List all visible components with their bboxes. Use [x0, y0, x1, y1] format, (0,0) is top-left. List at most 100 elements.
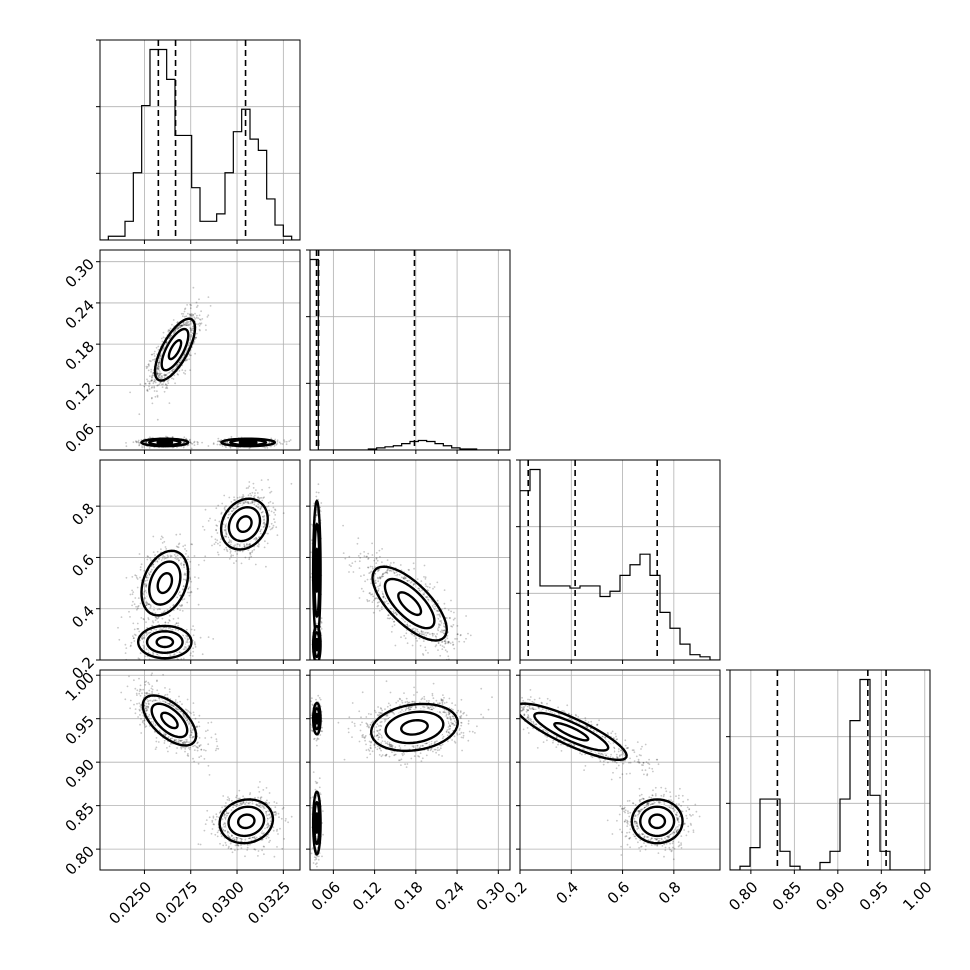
scatter-point — [132, 591, 135, 593]
scatter-point — [360, 575, 362, 577]
scatter-point — [147, 632, 150, 635]
scatter-point — [146, 627, 148, 629]
scatter-point — [157, 369, 159, 371]
scatter-point — [438, 613, 441, 616]
scatter-point — [251, 491, 254, 494]
scatter-point — [228, 539, 231, 541]
scatter-point — [173, 331, 176, 334]
scatter-point — [143, 590, 146, 593]
scatter-point — [178, 361, 181, 364]
density-contour — [156, 572, 174, 595]
scatter-point — [138, 443, 141, 446]
scatter-point — [238, 545, 241, 547]
scatter-point — [180, 562, 183, 565]
scatter-point — [173, 667, 175, 669]
scatter-point — [209, 305, 212, 307]
scatter-point — [194, 646, 197, 648]
scatter-point — [237, 503, 239, 506]
scatter-point — [175, 555, 177, 558]
scatter-point — [170, 664, 172, 666]
scatter-point — [279, 442, 282, 445]
scatter-point — [182, 578, 185, 581]
density-contour — [145, 630, 184, 655]
scatter-point — [199, 664, 201, 666]
scatter-point — [178, 542, 181, 545]
scatter-point — [154, 619, 157, 622]
scatter-point — [157, 345, 160, 348]
scatter-point — [366, 578, 369, 581]
scatter-point — [147, 363, 150, 366]
scatter-point — [184, 324, 187, 326]
density-core — [144, 629, 186, 655]
scatter-point — [187, 644, 190, 647]
scatter-point — [156, 560, 159, 562]
density-contour — [219, 497, 269, 551]
scatter-point — [157, 363, 160, 366]
scatter-point — [177, 557, 179, 560]
scatter-point — [374, 579, 377, 582]
scatter-point — [378, 549, 381, 552]
scatter-point — [173, 374, 176, 377]
scatter-point — [178, 559, 181, 562]
scatter-point — [155, 616, 158, 619]
scatter-point — [183, 354, 186, 357]
scatter-point — [132, 600, 134, 603]
scatter-point — [187, 312, 189, 315]
scatter-point — [148, 382, 151, 385]
scatter-point — [182, 588, 184, 590]
scatter-point — [147, 603, 149, 606]
scatter-point — [175, 558, 178, 561]
scatter-point — [179, 556, 182, 559]
scatter-point — [145, 600, 148, 603]
scatter-point — [185, 358, 188, 361]
scatter-point — [150, 387, 153, 389]
scatter-point — [144, 580, 147, 582]
scatter-point — [443, 640, 446, 642]
scatter-point — [274, 514, 277, 516]
scatter-point — [167, 329, 170, 331]
scatter-point — [156, 372, 158, 375]
scatter-point — [366, 599, 368, 601]
scatter-point — [212, 442, 215, 445]
scatter-point — [219, 443, 222, 446]
panel-frame — [99, 249, 301, 451]
density-contour — [236, 515, 253, 534]
scatter-point — [233, 562, 235, 564]
scatter-point — [182, 545, 185, 548]
scatter-point — [189, 577, 191, 580]
scatter-point — [182, 324, 185, 327]
scatter-point — [251, 551, 253, 554]
scatter-point — [173, 653, 176, 656]
scatter-point — [228, 496, 231, 499]
scatter-point — [156, 367, 159, 370]
scatter-point — [138, 444, 141, 447]
scatter-point — [154, 554, 157, 556]
scatter-point — [186, 304, 189, 306]
scatter-point — [446, 637, 449, 640]
scatter-point — [444, 607, 446, 610]
scatter-point — [177, 326, 180, 328]
scatter-point — [242, 495, 245, 498]
scatter-point — [151, 374, 154, 376]
scatter-point — [152, 535, 155, 538]
scatter-point — [146, 602, 149, 604]
scatter-point — [260, 479, 263, 481]
scatter-point — [220, 513, 223, 515]
scatter-point — [421, 631, 423, 634]
scatter-point — [378, 584, 381, 587]
scatter-point — [189, 560, 192, 563]
scatter-point — [156, 373, 159, 376]
scatter-point — [125, 647, 128, 649]
scatter-point — [212, 443, 215, 445]
scatter-point — [249, 553, 252, 556]
scatter-point — [172, 654, 175, 656]
scatter-point — [153, 378, 156, 381]
scatter-point — [161, 340, 164, 343]
scatter-point — [234, 499, 236, 501]
scatter-point — [145, 631, 148, 634]
scatter-point — [170, 334, 173, 337]
scatter-point — [137, 439, 140, 442]
scatter-point — [194, 312, 196, 315]
scatter-point — [189, 303, 192, 306]
scatter-point — [266, 505, 268, 508]
